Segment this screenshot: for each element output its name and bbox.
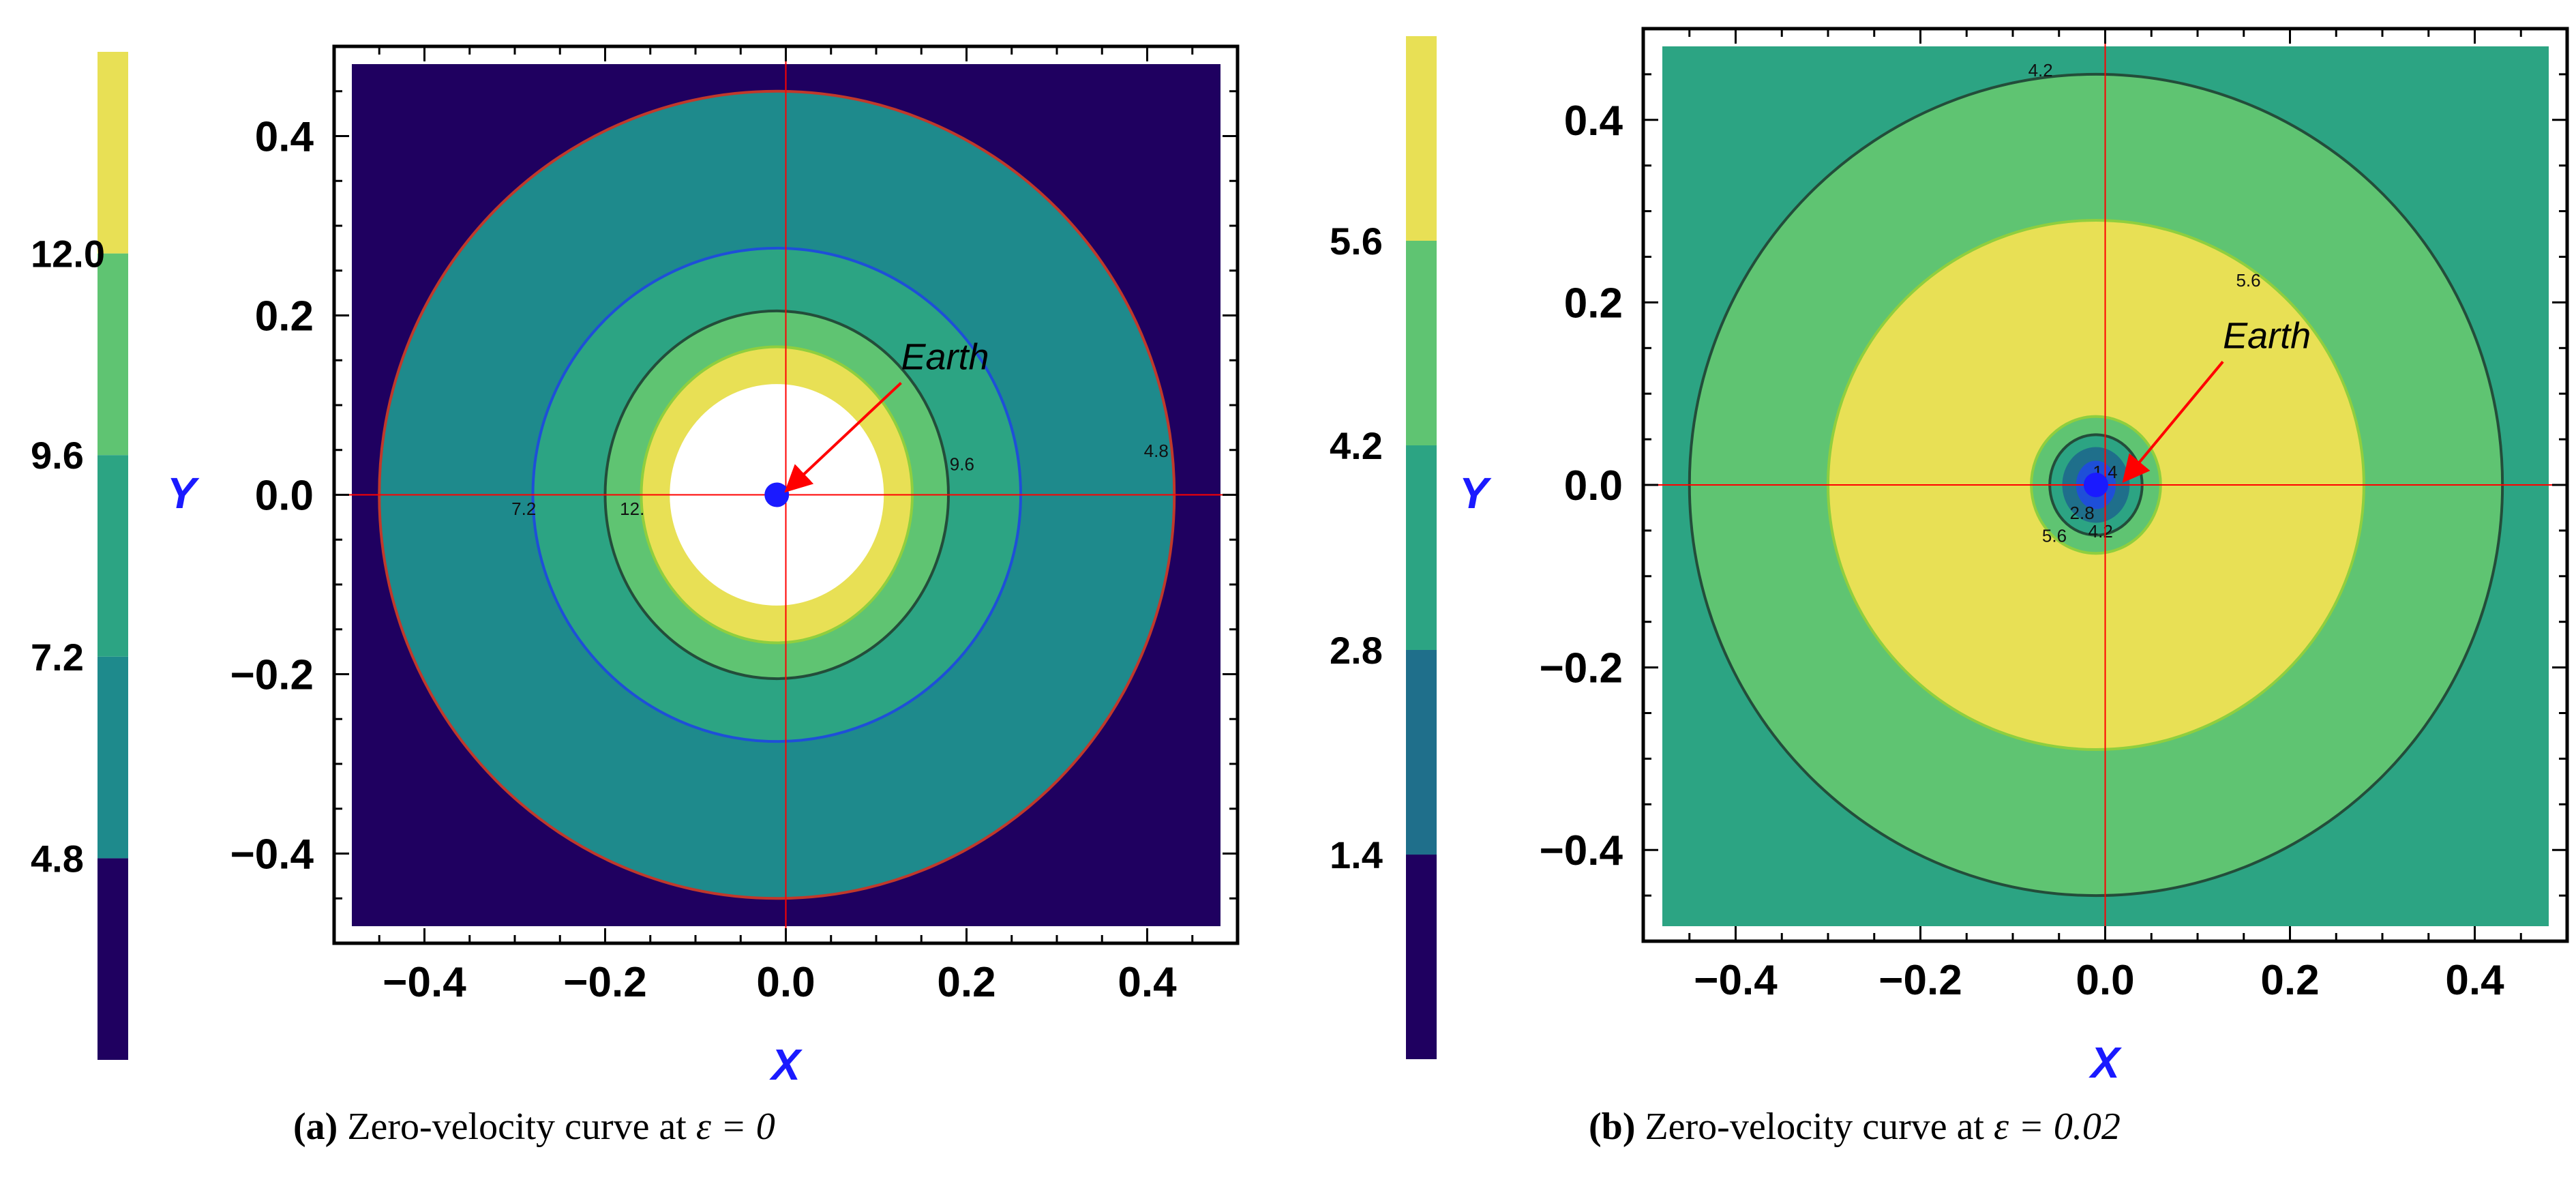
y-axis-label: Y <box>167 469 200 518</box>
x-tick-label: 0.0 <box>2076 957 2134 1004</box>
colorbar-band <box>1406 36 1437 241</box>
contour-label: 4.8 <box>1144 441 1169 461</box>
y-tick-label: −0.2 <box>1540 645 1623 692</box>
y-tick-label: 0.0 <box>255 473 314 520</box>
x-tick-label: 0.0 <box>756 959 815 1006</box>
colorbar-tick-label: 4.8 <box>31 837 84 880</box>
panel-b: 1.42.84.25.6Y4.25.61.42.85.6 4.2Earth−0.4… <box>1330 27 2569 1087</box>
earth-marker <box>764 482 790 507</box>
x-tick-label: 0.2 <box>937 959 995 1006</box>
caption-a: (a) Zero-velocity curve at ε = 0 <box>293 1105 775 1149</box>
y-tick-label: −0.2 <box>230 652 314 699</box>
contour-label: 9.6 <box>950 454 974 474</box>
colorbar-band <box>98 455 128 657</box>
contour-label: 7.2 <box>511 499 536 519</box>
colorbar: 1.4 2.8 4.2 5.6 <box>1330 36 1437 1059</box>
colorbar-band <box>98 656 128 859</box>
caption-b-text: Zero-velocity curve at <box>1645 1106 1984 1148</box>
colorbar: 4.8 7.2 9.6 12.0 <box>31 52 128 1060</box>
earth-annotation: Earth <box>901 336 989 377</box>
contour-label: 12. <box>620 499 644 519</box>
colorbar-band <box>98 253 128 456</box>
x-tick-label: 0.4 <box>1118 959 1177 1006</box>
caption-a-math: ε = 0 <box>695 1106 775 1148</box>
contour-label: 5.6 <box>2042 526 2067 546</box>
x-tick-label: 0.4 <box>2445 957 2504 1004</box>
x-tick-label: −0.2 <box>563 959 646 1006</box>
caption-a-label: (a) <box>293 1106 338 1148</box>
y-tick-label: 0.2 <box>255 293 314 340</box>
caption-b-label: (b) <box>1589 1106 1636 1148</box>
panel-a: 4.8 7.2 9.6 12.0 Y 7.2 12. 9.6 4.8 Earth −0.4 −0.2 0… <box>31 44 1240 1089</box>
contour-label: 4.2 <box>2088 521 2113 542</box>
colorbar-tick-label: 1.4 <box>1330 833 1383 876</box>
earth-marker <box>2083 473 2108 497</box>
x-tick-label: −0.4 <box>1694 957 1778 1004</box>
colorbar-tick-label: 4.2 <box>1330 424 1383 467</box>
x-tick-label: −0.4 <box>383 959 466 1006</box>
earth-arrow <box>784 381 902 493</box>
colorbar-band <box>98 858 128 1060</box>
y-axis-label: Y <box>1459 469 1492 518</box>
ticks <box>333 45 1239 945</box>
colorbar-tick-label: 5.6 <box>1330 220 1383 263</box>
y-tick-label: −0.4 <box>1540 827 1623 874</box>
earth-annotation: Earth <box>2223 315 2311 356</box>
x-tick-label: 0.2 <box>2260 957 2319 1004</box>
colorbar-tick-label: 2.8 <box>1330 629 1383 672</box>
y-tick-label: 0.4 <box>255 114 314 161</box>
caption-a-text: Zero-velocity curve at <box>347 1106 687 1148</box>
colorbar-band <box>1406 855 1437 1059</box>
colorbar-tick-label: 12.0 <box>31 233 105 276</box>
earth-arrow <box>2122 361 2224 484</box>
x-axis-label: X <box>769 1040 803 1089</box>
colorbar-tick-label: 9.6 <box>31 434 84 477</box>
colorbar-band <box>1406 241 1437 445</box>
contour-label: 2.8 <box>2070 503 2095 523</box>
x-tick-label: −0.2 <box>1878 957 1962 1004</box>
caption-b-math: ε = 0.02 <box>1994 1106 2121 1148</box>
x-axis-label: X <box>2088 1038 2122 1087</box>
y-tick-label: 0.2 <box>1564 280 1623 327</box>
colorbar-tick-label: 7.2 <box>31 636 84 679</box>
y-tick-label: 0.0 <box>1564 462 1623 509</box>
contour-label: 4.2 <box>2028 60 2053 80</box>
caption-b: (b) Zero-velocity curve at ε = 0.02 <box>1589 1105 2121 1149</box>
colorbar-band <box>1406 445 1437 650</box>
ticks <box>1642 27 2568 943</box>
colorbar-band <box>98 52 128 254</box>
y-tick-label: 0.4 <box>1564 98 1623 145</box>
y-tick-label: −0.4 <box>230 831 314 878</box>
contour-label: 5.6 <box>2236 270 2260 291</box>
colorbar-band <box>1406 650 1437 855</box>
